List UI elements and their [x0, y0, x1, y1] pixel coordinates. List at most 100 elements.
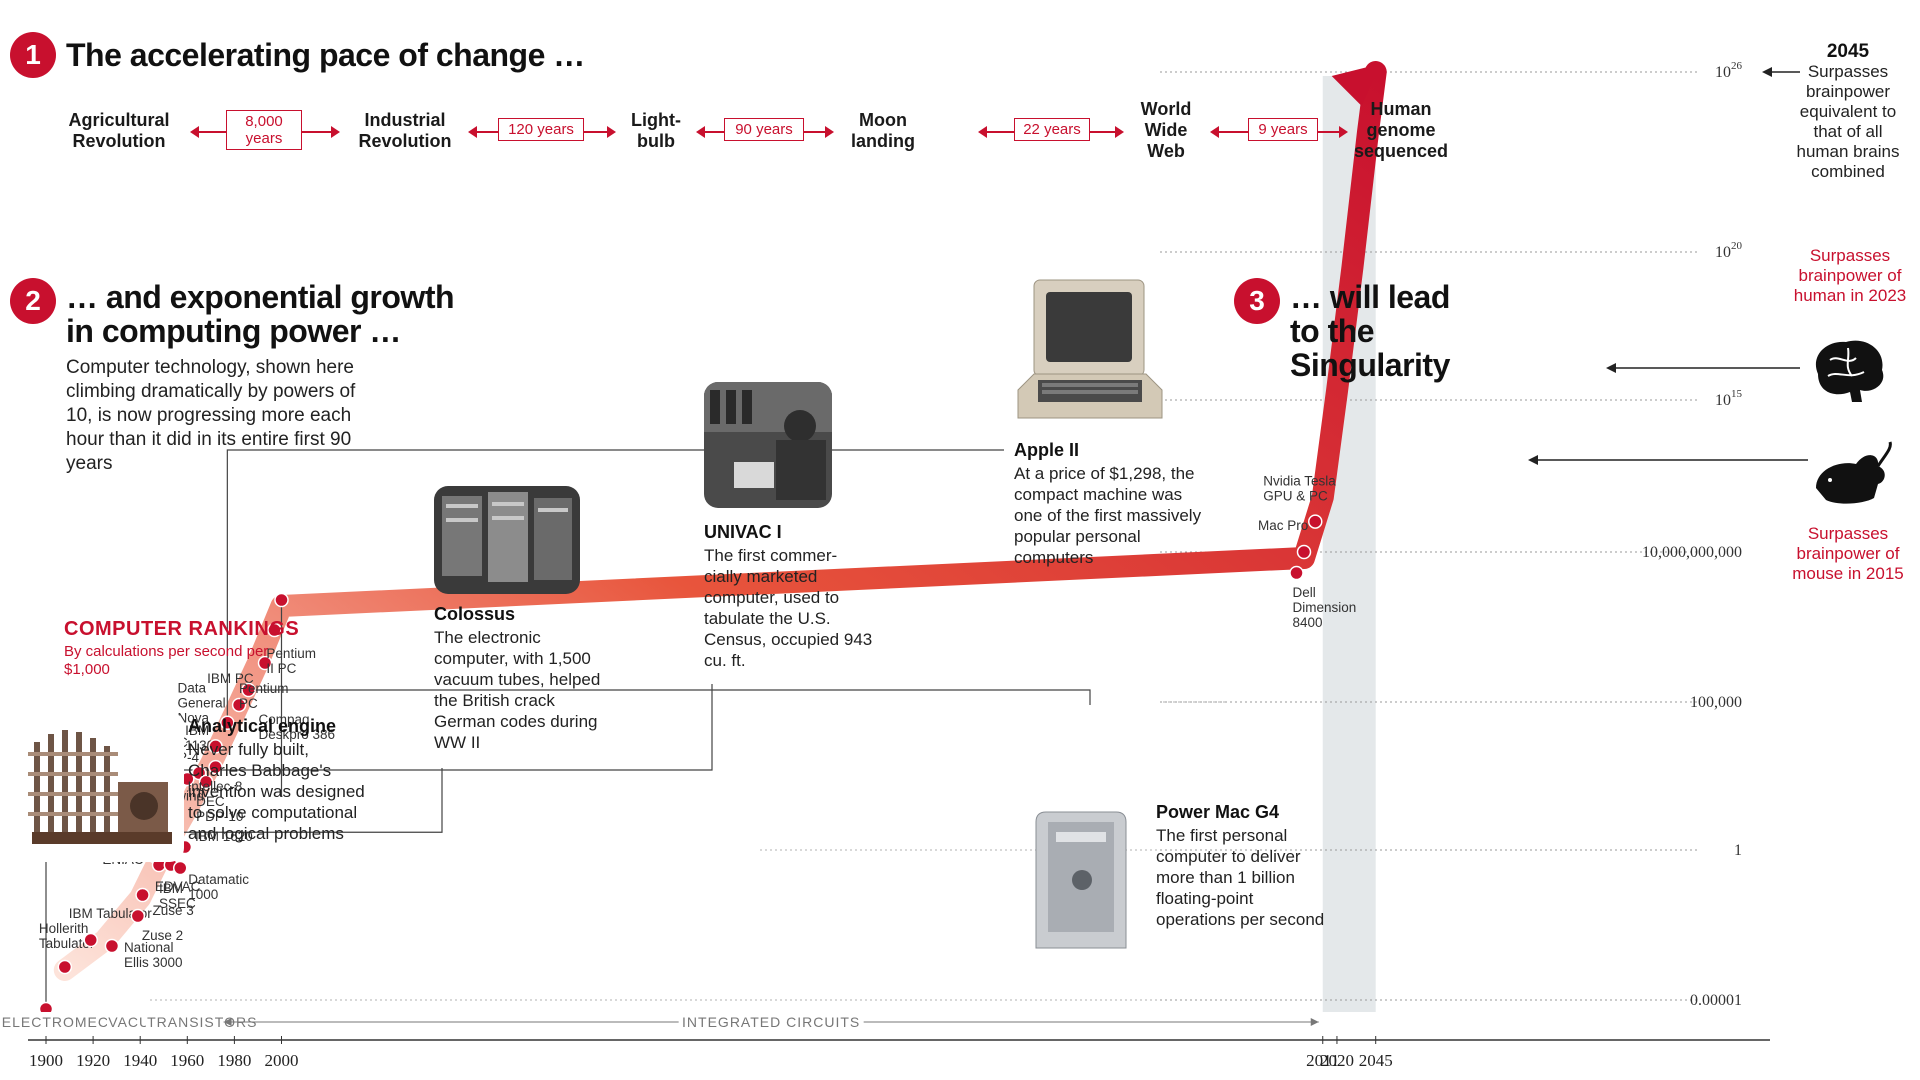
brain-icon — [1815, 340, 1884, 402]
milestone-mouse: Surpasses brainpower of mouse in 2015 — [1780, 524, 1916, 584]
gap-arrow-left — [190, 126, 226, 138]
milestone-human: Surpasses brainpower of human in 2023 — [1790, 246, 1910, 306]
mouse-icon — [1816, 441, 1892, 504]
annotation-text: The electronic computer, with 1,500 vacu… — [434, 628, 601, 752]
annotation-text: The first personal computer to deliver m… — [1156, 826, 1325, 929]
gap-arrow-left — [696, 126, 724, 138]
y-tick-label: 1026 — [1715, 60, 1743, 81]
data-point — [208, 759, 223, 775]
annotation-power-mac-g4: Power Mac G4 The first personal computer… — [1156, 802, 1336, 930]
milestone-2045-pointer-head — [1762, 67, 1772, 77]
x-tick-label: 2000 — [265, 1051, 299, 1070]
data-point — [274, 592, 289, 608]
era-label: INTEGRATED CIRCUITS — [682, 1014, 860, 1030]
gap-box-4: 22 years — [1014, 118, 1090, 141]
leader-line — [248, 689, 1091, 705]
timeline-event-genome: Human genome sequenced — [1346, 99, 1456, 162]
data-point — [241, 682, 256, 698]
era-label-bg — [145, 1012, 259, 1032]
section-3-title-line: Singularity — [1290, 347, 1450, 383]
univac-photo — [704, 382, 832, 508]
leader-line — [147, 768, 443, 833]
era-label: TRANSISTORS — [147, 1014, 257, 1030]
annotation-apple-ii: Apple II At a price of $1,298, the compa… — [1014, 440, 1204, 568]
event-line: Moon — [859, 110, 907, 130]
data-point-label: Pentium II PC — [266, 646, 316, 676]
event-line: Light- — [631, 110, 681, 130]
section-2-title-line: … and exponential growth — [66, 279, 455, 315]
event-line: Revolution — [358, 131, 452, 151]
data-point — [130, 908, 146, 924]
timeline-event-lightbulb: Light- bulb — [620, 110, 692, 152]
section-3-title-line: to the — [1290, 313, 1375, 349]
x-tick-label: 2020 — [1320, 1051, 1354, 1070]
event-line: genome — [1366, 120, 1436, 140]
section-1-title: The accelerating pace of change … — [66, 37, 585, 73]
x-tick-label: 1980 — [217, 1051, 251, 1070]
y-tick-label: 1 — [1734, 842, 1742, 859]
gap-arrow-right — [1088, 126, 1124, 138]
gap-line: 9 years — [1258, 121, 1308, 138]
x-tick-label: 1900 — [29, 1051, 63, 1070]
data-point — [220, 715, 235, 730]
data-point — [1308, 514, 1323, 529]
event-line: bulb — [637, 131, 675, 151]
data-point — [198, 774, 214, 790]
gap-line: 90 years — [735, 121, 793, 138]
gap-arrow-left — [978, 126, 1014, 138]
growth-curve-arrowhead — [1331, 64, 1380, 106]
data-point-label: IBM SSEC — [159, 881, 196, 911]
data-point — [267, 622, 282, 638]
data-point-label: Compaq Deskpro 386 — [259, 712, 336, 742]
timeline-event-industrial: Industrial Revolution — [340, 110, 470, 152]
data-point — [208, 739, 223, 754]
annotation-colossus: Colossus The electronic computer, with 1… — [434, 604, 614, 753]
milestone-text: Surpasses brainpower of human in 2023 — [1793, 246, 1907, 305]
gap-arrow-right — [582, 126, 616, 138]
gap-arrow-right — [802, 126, 834, 138]
section-2-number: 2 — [10, 278, 56, 324]
event-line: Human — [1370, 99, 1432, 119]
analytical-engine-photo — [14, 712, 184, 862]
data-point — [57, 959, 73, 975]
event-line: Industrial — [364, 110, 446, 130]
event-line: Revolution — [72, 131, 166, 151]
annotation-text: The first commer-cially marketed compute… — [704, 546, 873, 670]
era-arrow — [223, 1018, 232, 1026]
data-point — [257, 655, 273, 671]
gap-box-5: 9 years — [1248, 118, 1318, 141]
annotation-text: At a price of $1,298, the compact machin… — [1014, 464, 1202, 567]
x-tick-label: 1920 — [76, 1051, 110, 1070]
annotation-text: Never fully built, Charles Babbage's inv… — [188, 740, 365, 843]
data-point — [172, 860, 188, 876]
data-point-label: Dell Dimension 8400 — [1293, 585, 1357, 630]
data-point-label: Zuse 3 — [153, 903, 194, 918]
section-1-number: 1 — [10, 32, 56, 78]
section-3-title: … will lead to the Singularity — [1290, 280, 1450, 382]
event-line: landing — [851, 131, 915, 151]
milestone-text: Surpasses brainpower equivalent to that … — [1796, 62, 1900, 181]
section-2-title-line: in computing power … — [66, 313, 401, 349]
gap-box-2: 120 years — [498, 118, 584, 141]
data-point-label: Hollerith Tabulator — [39, 921, 95, 951]
annotation-title: UNIVAC I — [704, 522, 782, 542]
section-2: 2 … and exponential growth in computing … — [10, 278, 455, 349]
annotation-title: Analytical engine — [188, 716, 337, 736]
event-line: Agricultural — [68, 110, 170, 130]
rankings-title: COMPUTER RANKINGS — [64, 618, 300, 640]
timeline-event-www: World Wide Web — [1126, 99, 1206, 162]
data-point — [231, 697, 247, 713]
data-point-label: Nvidia Tesla GPU & PC — [1263, 474, 1336, 504]
section-3-title-line: … will lead — [1290, 279, 1450, 315]
annotation-univac: UNIVAC I The first commer-cially markete… — [704, 522, 874, 671]
data-point-label: DEC PDP-10 — [196, 794, 243, 824]
data-point-label: IBM 1130 — [185, 723, 214, 753]
gap-line: 22 years — [1023, 121, 1081, 138]
timeline-event-moon: Moon landing — [838, 110, 928, 152]
power-mac-g4-photo — [1026, 808, 1136, 958]
event-line: World — [1140, 99, 1192, 119]
intro-text: Computer technology, shown here climbing… — [66, 357, 356, 474]
milestone-text: Surpasses brainpower of mouse in 2015 — [1792, 524, 1904, 583]
annotation-title: Power Mac G4 — [1156, 802, 1280, 822]
